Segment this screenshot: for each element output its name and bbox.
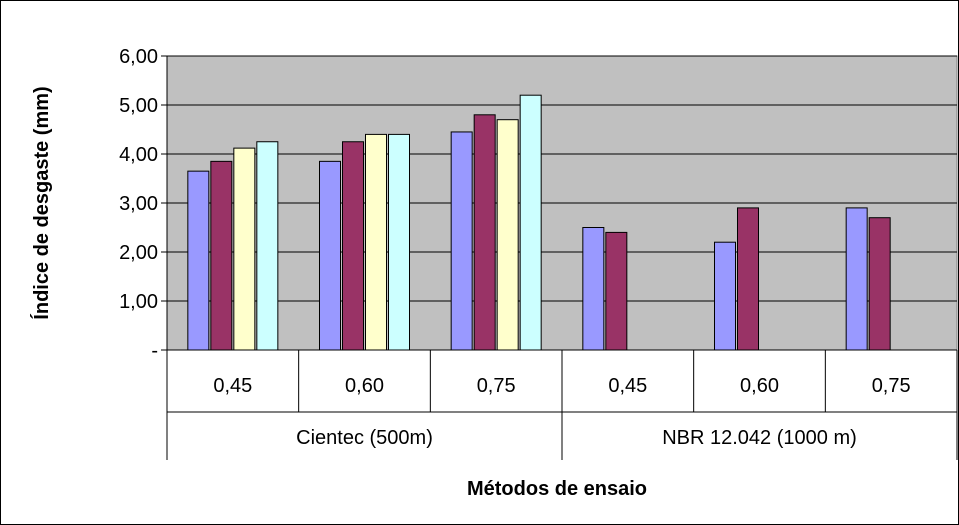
bar-series-2 bbox=[868, 217, 891, 351]
bar-series-1 bbox=[582, 227, 605, 351]
bar-series-2 bbox=[605, 231, 628, 351]
bar-series-3 bbox=[496, 119, 519, 351]
y-tick-label: 4,00 bbox=[119, 144, 158, 166]
x-category-labels: 0,45 0,60 0,75 0,45 0,60 0,75 Cientec (500m) NB… bbox=[213, 375, 910, 449]
bar-series-2 bbox=[737, 207, 759, 351]
axes bbox=[161, 55, 958, 460]
y-axis-title: Índice de desgaste (mm) bbox=[30, 86, 53, 319]
x-category-label: 0,45 bbox=[213, 375, 252, 397]
bar-series-4 bbox=[388, 133, 410, 351]
bars bbox=[187, 94, 891, 351]
y-tick-label: 3,00 bbox=[119, 193, 158, 215]
y-tick-label: 2,00 bbox=[119, 242, 158, 264]
bar-series-3 bbox=[365, 133, 387, 351]
x-axis-title: Métodos de ensaio bbox=[467, 478, 647, 500]
y-tick-label: 1,00 bbox=[119, 291, 158, 313]
x-group-label: NBR 12.042 (1000 m) bbox=[662, 427, 857, 449]
x-group-label: Cientec (500m) bbox=[296, 427, 433, 449]
bar-series-1 bbox=[450, 131, 473, 351]
bar-series-2 bbox=[473, 114, 496, 351]
bar-series-1 bbox=[845, 207, 868, 351]
x-category-label: 0,60 bbox=[345, 375, 384, 397]
y-tick-label: - bbox=[151, 340, 158, 362]
y-tick-label: 5,00 bbox=[119, 95, 158, 117]
bar-series-3 bbox=[233, 147, 256, 351]
x-category-label: 0,75 bbox=[872, 375, 911, 397]
bar-series-2 bbox=[342, 141, 364, 351]
y-tick-label: 6,00 bbox=[119, 46, 158, 68]
bar-series-4 bbox=[519, 94, 542, 351]
bar-series-2 bbox=[210, 160, 233, 351]
x-category-label: 0,60 bbox=[740, 375, 779, 397]
bar-series-1 bbox=[714, 241, 736, 351]
x-category-label: 0,75 bbox=[477, 375, 516, 397]
y-tick-labels: - 1,00 2,00 3,00 4,00 5,00 6,00 bbox=[119, 46, 158, 362]
bar-series-4 bbox=[256, 141, 279, 351]
gridlines bbox=[167, 55, 957, 302]
bar-series-1 bbox=[319, 160, 341, 351]
bar-series-1 bbox=[187, 170, 210, 351]
x-category-label: 0,45 bbox=[608, 375, 647, 397]
